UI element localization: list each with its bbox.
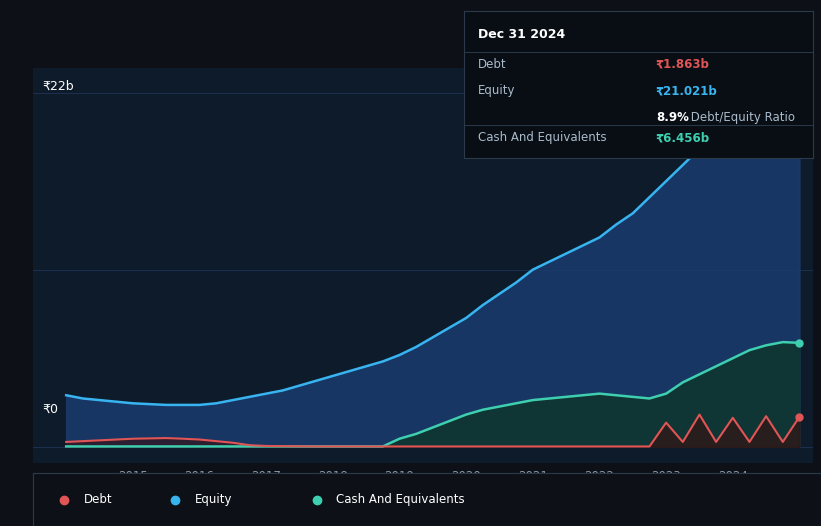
Text: Debt: Debt <box>478 58 507 70</box>
Text: Debt/Equity Ratio: Debt/Equity Ratio <box>687 110 796 124</box>
Point <box>793 339 806 347</box>
Text: Debt: Debt <box>84 493 112 506</box>
Text: ₹6.456b: ₹6.456b <box>656 132 710 144</box>
Text: ₹22b: ₹22b <box>42 80 74 93</box>
Text: Cash And Equivalents: Cash And Equivalents <box>478 132 607 144</box>
Text: ₹0: ₹0 <box>42 403 58 416</box>
Text: Equity: Equity <box>195 493 232 506</box>
Text: ₹1.863b: ₹1.863b <box>656 58 709 70</box>
Text: Dec 31 2024: Dec 31 2024 <box>478 28 565 41</box>
Point <box>793 104 806 113</box>
Text: Equity: Equity <box>478 84 516 97</box>
Point <box>793 412 806 421</box>
Text: Cash And Equivalents: Cash And Equivalents <box>337 493 465 506</box>
Text: 8.9%: 8.9% <box>656 110 689 124</box>
Text: ₹21.021b: ₹21.021b <box>656 84 718 97</box>
